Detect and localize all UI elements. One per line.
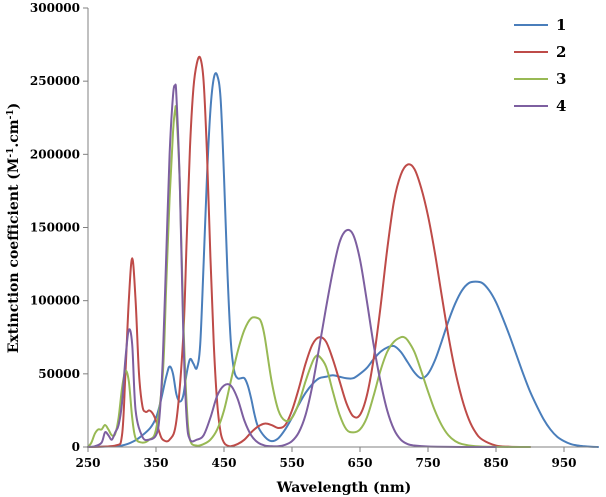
- y-tick-label: 150000: [30, 221, 80, 235]
- y-tick-label: 200000: [30, 147, 80, 161]
- y-tick-label: 100000: [30, 294, 80, 308]
- y-axis-title: Extinction coefficient (M-1.cm-1): [6, 103, 22, 354]
- y-axis-title-mid: .cm: [6, 119, 22, 147]
- series-line-1: [87, 72, 599, 448]
- series-lines: [87, 55, 599, 448]
- y-axis-title-sup1: -1: [6, 148, 16, 158]
- y-axis-ticks: 0 50000 100000 150000 200000 250000 300000: [30, 1, 88, 454]
- y-tick-label: 50000: [38, 367, 80, 381]
- x-tick-label: 950: [551, 456, 576, 470]
- x-tick-label: 750: [415, 456, 440, 470]
- x-tick-label: 650: [347, 456, 372, 470]
- x-tick-label: 450: [211, 456, 236, 470]
- y-tick-label: 300000: [30, 1, 80, 15]
- legend: 1 2 3 4: [514, 16, 566, 115]
- plot-area: 0 50000 100000 150000 200000 250000 300000 250…: [30, 1, 599, 470]
- series-line-3: [87, 105, 531, 448]
- legend-label-1: 1: [556, 16, 566, 34]
- x-tick-label: 350: [143, 456, 168, 470]
- y-axis-title-end: ): [6, 103, 22, 110]
- y-axis-title-main: Extinction coefficient (M: [6, 158, 22, 354]
- y-tick-label: 250000: [30, 74, 80, 88]
- legend-label-4: 4: [556, 97, 566, 115]
- x-tick-label: 850: [483, 456, 508, 470]
- x-tick-label: 250: [75, 456, 100, 470]
- x-axis-ticks: 250 350 450 550 650 750 850 950: [75, 447, 577, 470]
- y-tick-label: 0: [72, 440, 80, 454]
- series-line-4: [87, 83, 497, 448]
- legend-label-3: 3: [556, 70, 566, 88]
- x-tick-label: 550: [279, 456, 304, 470]
- legend-label-2: 2: [556, 43, 566, 61]
- x-axis-title: Wavelength (nm): [276, 480, 412, 496]
- series-line-2: [87, 55, 531, 448]
- y-axis-title-sup2: -1: [6, 109, 16, 119]
